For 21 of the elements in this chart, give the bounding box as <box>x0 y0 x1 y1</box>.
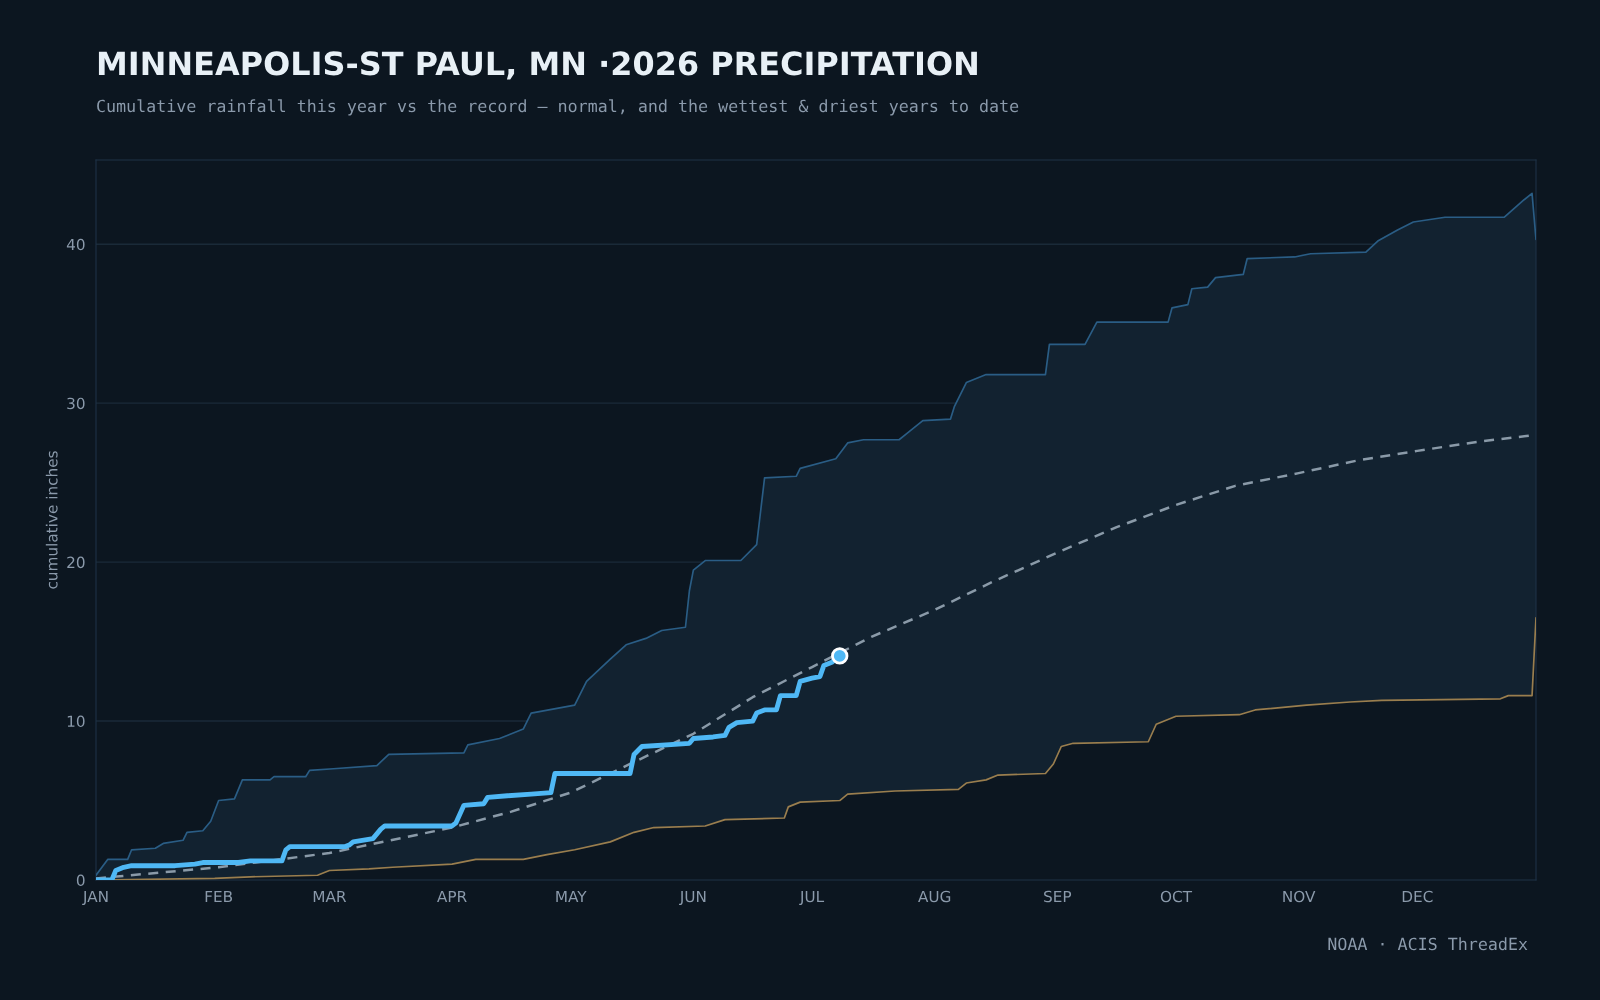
x-tick-label: DEC <box>1402 890 1433 903</box>
x-tick-label: JUN <box>679 890 706 906</box>
chart-subtitle: Cumulative rainfall this year vs the record — normal, and the wettest & driest years to date <box>97 99 1019 116</box>
y-tick-label: 0 <box>76 874 85 887</box>
y-tick-label: 30 <box>67 397 85 410</box>
x-tick-label: MAR <box>313 890 347 903</box>
x-tick-label: APR <box>437 890 467 903</box>
x-tick-label: OCT <box>1160 890 1193 903</box>
x-tick-label: JAN <box>82 890 108 906</box>
x-tick-label: NOV <box>1283 890 1316 903</box>
y-axis-title: cumulative inches <box>45 451 58 589</box>
y-tick-label: 20 <box>67 556 85 569</box>
x-tick-label: FEB <box>205 890 233 903</box>
y-tick-label: 10 <box>67 715 85 728</box>
x-tick-label: SEP <box>1044 890 1072 903</box>
chart-title: MINNEAPOLIS-ST PAUL, MN ·2026 PRECIPITATION <box>98 51 977 80</box>
x-tick-label: JUL <box>799 890 825 906</box>
text: NOAA · ACIS ThreadEx <box>1328 937 1528 951</box>
y-tick-label: 40 <box>66 238 85 251</box>
x-tick-label: MAY <box>556 890 587 903</box>
x-tick-label: AUG <box>918 890 951 903</box>
